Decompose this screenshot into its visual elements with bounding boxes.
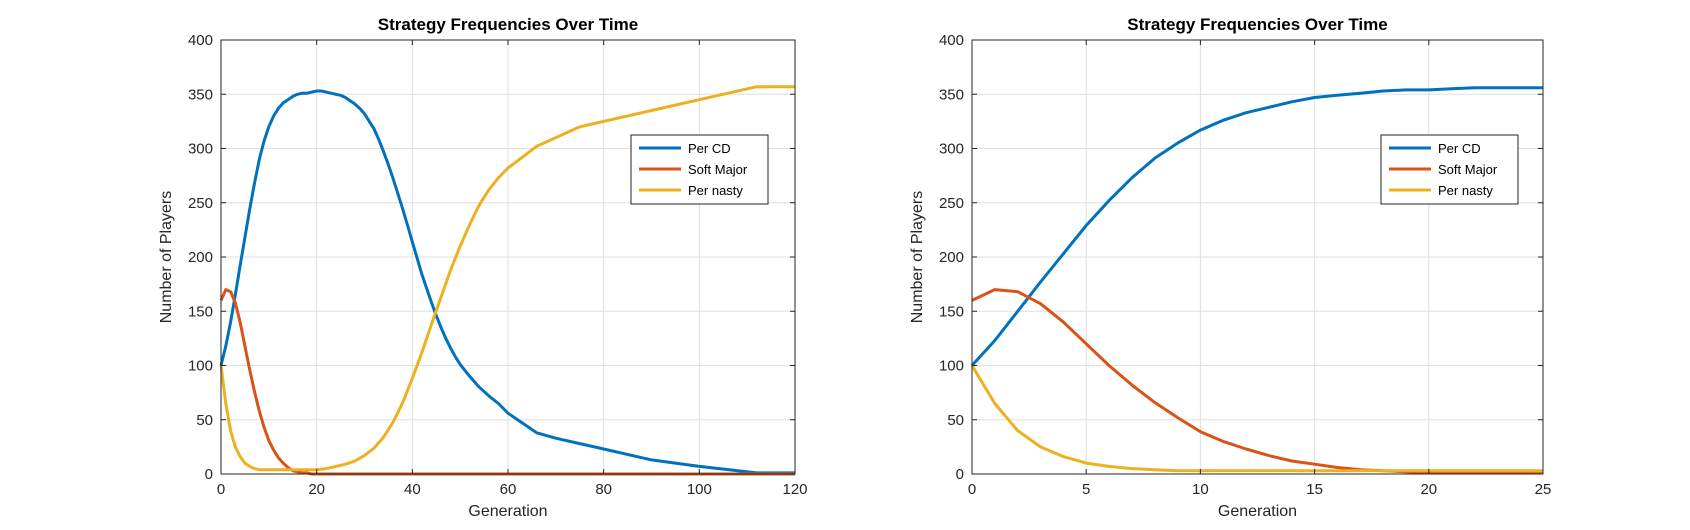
y-axis-label: Number of Players [909, 191, 926, 324]
y-tick-label: 150 [939, 303, 964, 320]
y-tick-label: 50 [947, 412, 964, 429]
y-tick-label: 400 [939, 32, 964, 49]
legend-label: Per CD [1438, 141, 1481, 156]
legend-label: Soft Major [1438, 162, 1498, 177]
chart-1: 0 20 40 60 80 100 120 0 50 100 150 200 250 300 350 400 S… [158, 15, 808, 520]
legend-label: Per nasty [1438, 183, 1493, 198]
legend-label: Soft Major [688, 162, 748, 177]
x-tick-label: 15 [1306, 481, 1323, 498]
y-tick-label: 350 [188, 86, 213, 103]
x-tick-label: 25 [1535, 481, 1552, 498]
grid [972, 40, 1543, 474]
y-tick-label: 250 [939, 195, 964, 212]
legend-label: Per CD [688, 141, 731, 156]
legend: Per CD Soft Major Per nasty [1380, 134, 1519, 205]
series-line-3 [219, 85, 795, 472]
legend-label: Per nasty [688, 183, 743, 198]
x-tick-label: 40 [404, 481, 421, 498]
x-tick-label: 60 [500, 481, 517, 498]
chart-title: Strategy Frequencies Over Time [378, 15, 638, 34]
x-tick-label: 0 [968, 481, 976, 498]
x-tick-label: 80 [595, 481, 612, 498]
y-tick-label: 150 [188, 303, 213, 320]
series-line-1 [970, 86, 1543, 367]
series-line-3 [970, 364, 1543, 473]
x-tick-label: 5 [1082, 481, 1090, 498]
x-tick-label: 20 [1420, 481, 1437, 498]
y-tick-label: 250 [188, 195, 213, 212]
series-line-1 [219, 89, 795, 475]
x-tick-label: 100 [687, 481, 712, 498]
x-tick-label: 120 [782, 481, 807, 498]
y-tick-label: 0 [205, 466, 213, 483]
y-tick-label: 100 [188, 358, 213, 375]
y-tick-label: 0 [956, 466, 964, 483]
y-tick-label: 350 [939, 86, 964, 103]
y-tick-label: 300 [188, 141, 213, 158]
x-tick-label: 20 [308, 481, 325, 498]
y-tick-label: 200 [939, 249, 964, 266]
chart-2: 0 5 10 15 20 25050100150200250300350400Strate… [909, 15, 1551, 520]
y-tick-label: 400 [188, 32, 213, 49]
y-tick-label: 300 [939, 141, 964, 158]
x-axis-label: Generation [1218, 503, 1297, 520]
series-line-2 [971, 288, 1543, 475]
x-tick-label: 0 [217, 481, 225, 498]
x-axis-label: Generation [468, 503, 547, 520]
y-tick-label: 100 [939, 358, 964, 375]
chart-title: Strategy Frequencies Over Time [1127, 15, 1387, 34]
y-tick-label: 50 [196, 412, 213, 429]
x-tick-label: 10 [1192, 481, 1209, 498]
legend: Per CD Soft Major Per nasty [630, 134, 769, 205]
y-axis-label: Number of Players [158, 191, 175, 324]
y-tick-label: 200 [188, 249, 213, 266]
